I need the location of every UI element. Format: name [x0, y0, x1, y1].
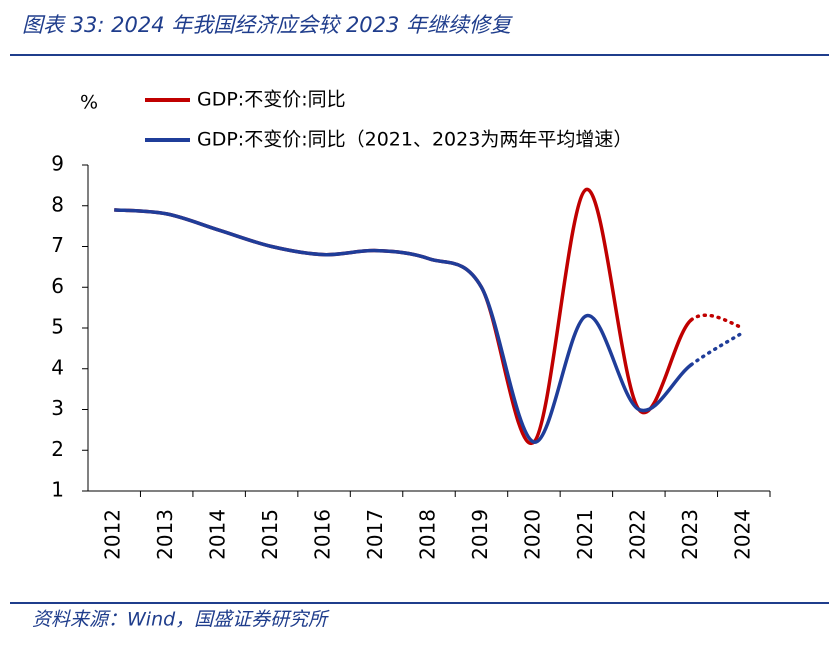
- line-dotted: [689, 313, 746, 330]
- source: 资料来源：Wind，国盛证券研究所: [32, 609, 330, 631]
- x-tick-label: 2021: [573, 509, 597, 560]
- x-tick-label: 2018: [416, 509, 440, 560]
- y-tick-label: 2: [51, 437, 64, 461]
- y-unit: %: [80, 92, 98, 114]
- x-tick-label: 2017: [363, 509, 387, 560]
- legend-label: GDP:不变价:同比（2021、2023为两年平均增速）: [197, 129, 632, 151]
- x-tick-label: 2012: [101, 509, 125, 560]
- chart-title: 图表 33: 2024 年我国经济应会较 2023 年继续修复: [22, 13, 513, 37]
- x-tick-label: 2015: [258, 509, 282, 560]
- y-tick-label: 1: [51, 478, 64, 502]
- y-tick-label: 5: [51, 315, 64, 339]
- y-tick-label: 3: [51, 396, 64, 420]
- x-tick-label: 2013: [153, 509, 177, 560]
- x-tick-label: 2014: [206, 509, 230, 560]
- line: [114, 208, 693, 444]
- line: [114, 187, 693, 446]
- x-tick-label: 2023: [678, 509, 702, 560]
- x-tick-label: 2019: [468, 509, 492, 560]
- y-tick-label: 6: [51, 274, 64, 298]
- x-tick-label: 2022: [625, 509, 649, 560]
- y-tick-label: 8: [51, 192, 64, 216]
- y-tick-label: 4: [51, 355, 64, 379]
- x-tick-label: 2016: [311, 509, 335, 560]
- y-tick-label: 9: [51, 152, 64, 176]
- y-tick-label: 7: [51, 233, 64, 257]
- x-tick-label: 2020: [520, 509, 544, 560]
- x-tick-label: 2024: [730, 509, 754, 560]
- legend-label: GDP:不变价:同比: [197, 89, 346, 111]
- line-dotted: [689, 330, 746, 367]
